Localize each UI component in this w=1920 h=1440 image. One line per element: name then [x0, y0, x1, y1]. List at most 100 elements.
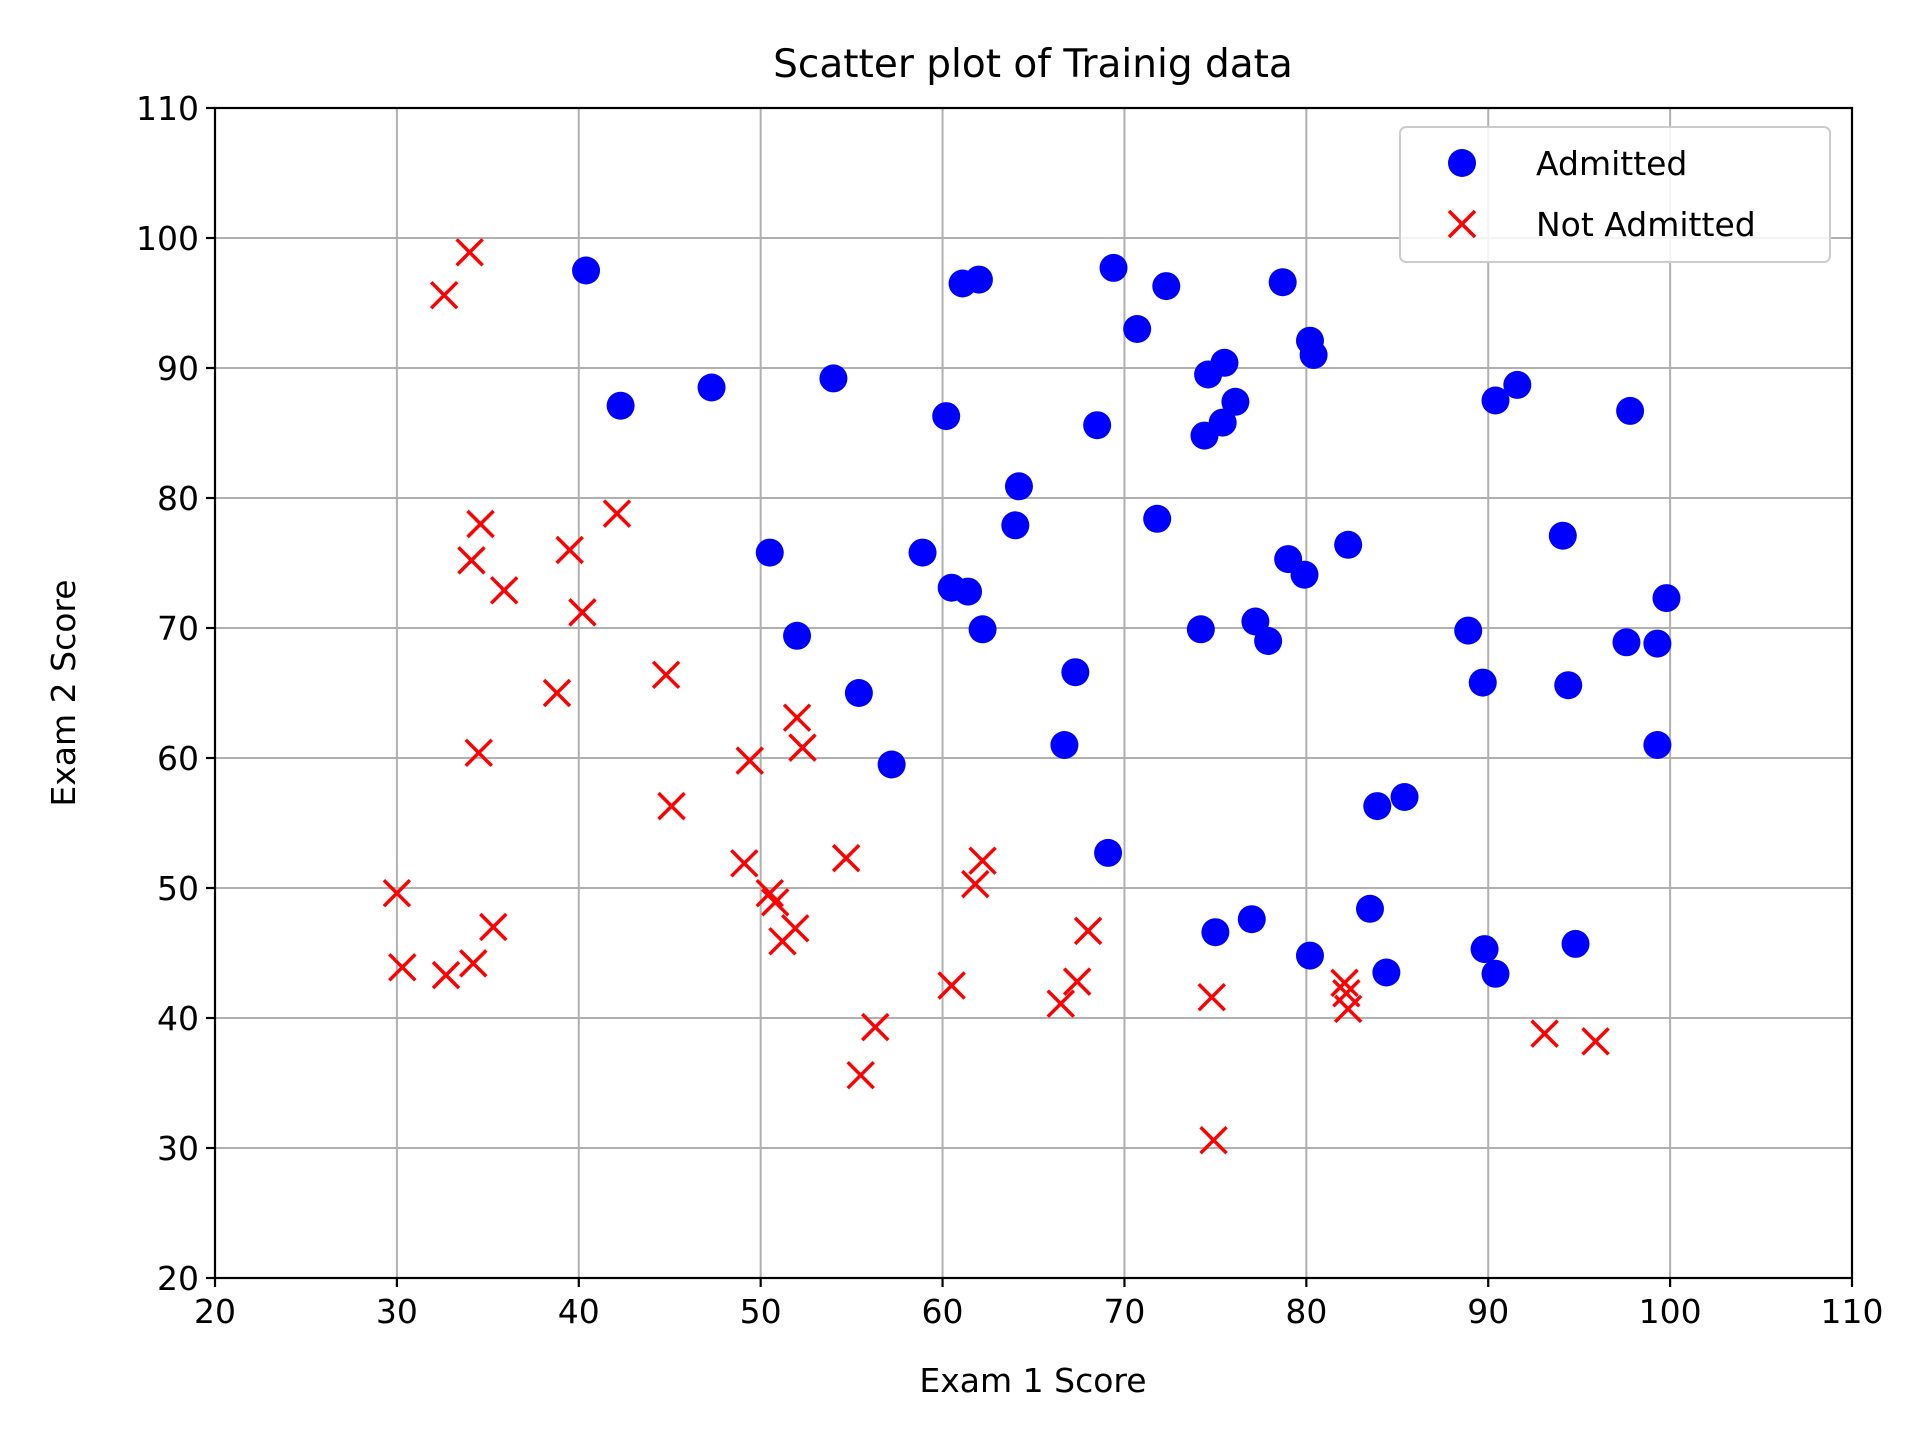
y-tick-label: 20	[157, 1259, 199, 1298]
chart-title: Scatter plot of Trainig data	[773, 42, 1293, 87]
not-admitted-point	[1199, 1125, 1228, 1155]
admitted-point	[1061, 658, 1090, 687]
not-admitted-point	[788, 733, 817, 762]
not-admitted-point	[1062, 967, 1092, 996]
admitted-point	[1123, 315, 1152, 343]
y-tick-label: 110	[136, 89, 199, 128]
admitted-point	[1355, 894, 1384, 923]
not-admitted-point	[968, 846, 997, 875]
admitted-point	[1299, 341, 1328, 369]
admitted-point	[1454, 616, 1483, 645]
not-admitted-point	[1530, 1019, 1559, 1048]
x-tick-label: 70	[1103, 1292, 1145, 1331]
y-tick-label: 70	[157, 609, 199, 648]
not-admitted-point	[542, 678, 572, 708]
x-tick-label: 60	[922, 1292, 964, 1331]
admitted-point	[1186, 615, 1215, 644]
admitted-point	[1643, 629, 1672, 658]
not-admitted-point	[479, 912, 508, 942]
admitted-point	[1152, 272, 1181, 301]
admitted-point	[877, 750, 906, 779]
not-admitted-point	[937, 971, 966, 1000]
admitted-point	[1190, 421, 1219, 450]
x-axis-label: Exam 1 Score	[919, 1361, 1146, 1400]
not-admitted-point	[1581, 1027, 1610, 1056]
not-admitted-point	[489, 576, 519, 605]
admitted-point	[755, 538, 784, 567]
not-admitted-point	[961, 869, 990, 899]
admitted-point	[606, 391, 635, 420]
admitted-point	[964, 265, 993, 294]
x-tick-label: 20	[194, 1292, 236, 1331]
admitted-point	[1290, 560, 1319, 589]
not-admitted-point	[730, 849, 759, 878]
admitted-point	[908, 538, 937, 567]
not-admitted-point	[568, 598, 597, 627]
legend-not-admitted-label: Not Admitted	[1536, 205, 1756, 244]
admitted-point	[1554, 671, 1583, 700]
admitted-point	[1390, 783, 1419, 811]
admitted-point	[968, 615, 997, 644]
x-tick-label: 100	[1639, 1292, 1702, 1331]
admitted-point	[1334, 530, 1363, 559]
admitted-point	[783, 621, 812, 650]
admitted-point	[1004, 472, 1033, 501]
x-tick-label: 80	[1285, 1292, 1327, 1331]
plot-points	[382, 238, 1681, 1155]
not-admitted-point	[602, 499, 632, 528]
admitted-point	[1143, 504, 1172, 533]
x-tick-label: 50	[740, 1292, 782, 1331]
not-admitted-point	[1073, 916, 1103, 946]
admitted-point	[1254, 627, 1283, 655]
admitted-point	[1561, 929, 1590, 958]
admitted-point	[1372, 958, 1401, 987]
not-admitted-point	[1332, 979, 1361, 1008]
admitted-point	[572, 256, 601, 285]
legend-admitted-label: Admitted	[1536, 144, 1687, 183]
not-admitted-point	[455, 238, 484, 267]
admitted-point	[932, 402, 961, 431]
not-admitted-point	[555, 535, 584, 565]
admitted-point	[1548, 521, 1577, 550]
admitted-point	[1201, 918, 1230, 947]
y-tick-label: 100	[136, 219, 199, 258]
admitted-point	[1221, 387, 1250, 416]
admitted-point	[1616, 396, 1645, 425]
x-tick-label: 90	[1467, 1292, 1509, 1331]
admitted-point	[1468, 668, 1497, 697]
y-tick-label: 40	[157, 999, 199, 1038]
admitted-point	[697, 373, 726, 402]
not-admitted-point	[760, 888, 790, 917]
admitted-point	[1001, 511, 1030, 540]
admitted-point	[1268, 268, 1297, 297]
admitted-point	[1295, 941, 1324, 970]
admitted-point	[844, 679, 873, 707]
axis-ticks: 20 30 40 50 60 70 80 90 100 110 20 30 40 50 60 70 80 90 10…	[136, 89, 1884, 1331]
not-admitted-point	[768, 927, 797, 956]
legend-admitted-marker	[1448, 149, 1476, 177]
not-admitted-point	[429, 280, 459, 310]
admitted-point	[1481, 386, 1510, 415]
x-tick-label: 30	[376, 1292, 418, 1331]
not-admitted-point	[735, 746, 764, 775]
admitted-point	[1363, 792, 1392, 821]
legend: Admitted Not Admitted	[1399, 126, 1831, 263]
plot-frame	[213, 106, 1854, 1280]
not-admitted-point	[1330, 968, 1359, 998]
admitted-point	[1652, 584, 1681, 613]
x-tick-label: 40	[558, 1292, 600, 1331]
y-tick-label: 30	[157, 1129, 199, 1168]
not-admitted-point	[1197, 982, 1226, 1012]
admitted-point	[1237, 905, 1266, 934]
admitted-point	[1210, 348, 1239, 377]
admitted-point	[1503, 370, 1532, 399]
not-admitted-point	[464, 738, 493, 768]
not-admitted-point	[831, 843, 861, 873]
admitted-point	[819, 364, 848, 393]
y-tick-label: 60	[157, 739, 199, 778]
legend-box	[1399, 126, 1831, 263]
admitted-point	[1094, 838, 1123, 867]
not-admitted-point	[459, 949, 488, 978]
admitted-point	[1099, 253, 1128, 282]
